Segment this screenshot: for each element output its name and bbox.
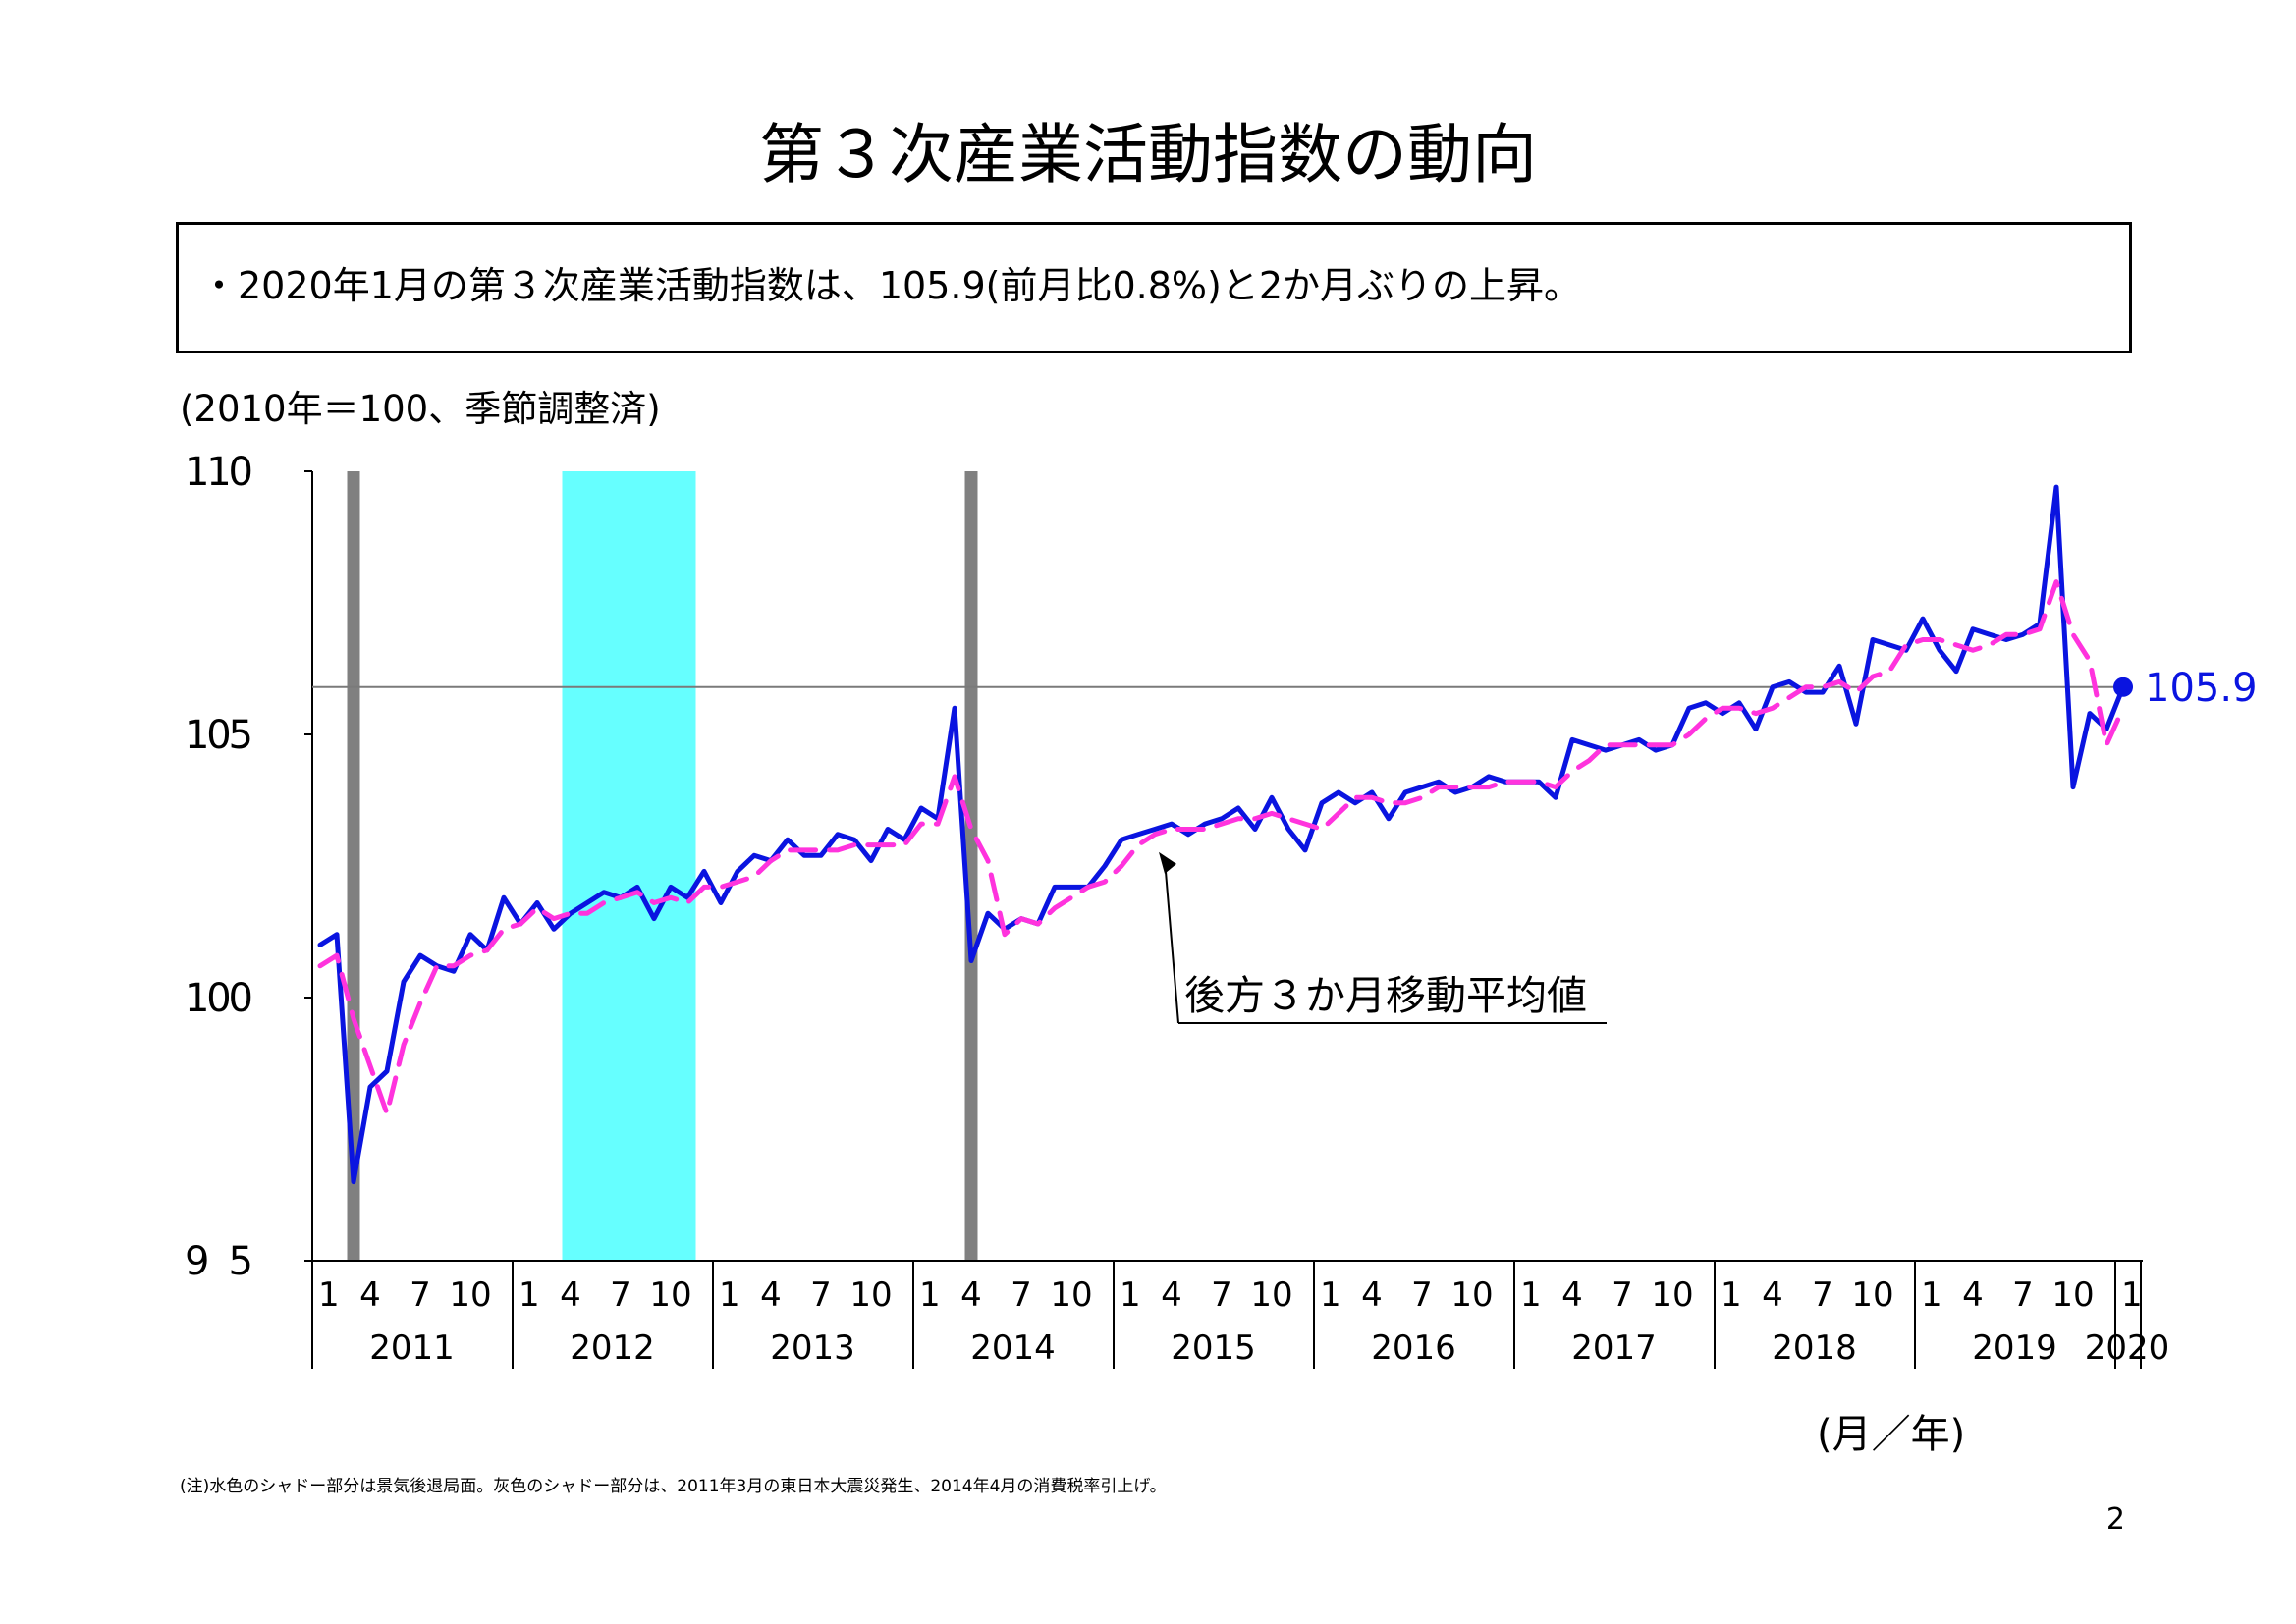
shaded-period-earthquake	[347, 471, 360, 1261]
y-tick-label: 105	[185, 713, 253, 758]
x-tick-label: 7	[610, 1275, 631, 1315]
page-number: 2	[2105, 1502, 2125, 1537]
x-tick-label: 7	[1812, 1275, 1833, 1315]
x-tick-label: 1	[1520, 1275, 1542, 1315]
x-tick-label: 1	[1120, 1275, 1141, 1315]
x-tick-label: 10	[849, 1275, 892, 1315]
x-tick-label: 10	[449, 1275, 491, 1315]
last-value-label: 105.9	[2145, 666, 2258, 711]
x-tick-label: 1	[2121, 1275, 2143, 1315]
x-tick-label: 1	[519, 1275, 540, 1315]
x-tick-label: 10	[1651, 1275, 1693, 1315]
annotation-arrowhead	[1159, 851, 1176, 874]
x-tick-label: 1	[1721, 1275, 1742, 1315]
x-tick-label: 10	[1250, 1275, 1292, 1315]
annotation-label: 後方３か月移動平均値	[1184, 972, 1587, 1019]
x-tick-label: 10	[1050, 1275, 1092, 1315]
unit-note: (2010年＝100、季節調整済)	[180, 388, 661, 430]
x-tick-label: 10	[2051, 1275, 2094, 1315]
year-label: 2012	[570, 1328, 655, 1368]
y-tick-label: 95	[185, 1239, 253, 1284]
x-tick-label: 7	[1411, 1275, 1433, 1315]
x-tick-label: 4	[359, 1275, 381, 1315]
moving-average-series-line	[317, 579, 2126, 1116]
axis-unit-label: (月／年)	[1817, 1412, 1966, 1457]
x-tick-label: 1	[318, 1275, 340, 1315]
footnote: (注)水色のシャドー部分は景気後退局面。灰色のシャドー部分は、2011年3月の東…	[180, 1477, 1167, 1496]
y-tick-label: 100	[185, 976, 253, 1021]
year-label: 2018	[1772, 1328, 1857, 1368]
slide-title: 第３次産業活動指数の動向	[759, 117, 1537, 192]
x-tick-label: 4	[1361, 1275, 1383, 1315]
x-tick-label: 4	[1762, 1275, 1783, 1315]
x-tick-label: 4	[560, 1275, 581, 1315]
annotation-arrow-line	[1164, 859, 1179, 1024]
year-label: 2019	[1972, 1328, 2057, 1368]
x-tick-label: 7	[1011, 1275, 1032, 1315]
shaded-period-tax-increase	[964, 471, 978, 1261]
x-tick-label: 7	[2012, 1275, 2034, 1315]
year-label: 2014	[970, 1328, 1056, 1368]
x-tick-label: 7	[1612, 1275, 1633, 1315]
x-tick-label: 7	[1211, 1275, 1232, 1315]
x-tick-label: 7	[810, 1275, 832, 1315]
x-tick-label: 4	[1561, 1275, 1583, 1315]
x-tick-label: 4	[1962, 1275, 1984, 1315]
y-tick-label: 110	[185, 450, 253, 495]
year-label: 2013	[770, 1328, 855, 1368]
year-label: 2016	[1371, 1328, 1456, 1368]
shaded-period-recession	[562, 471, 696, 1261]
x-tick-label: 10	[1450, 1275, 1493, 1315]
year-label: 2020	[2085, 1328, 2170, 1368]
x-tick-label: 1	[919, 1275, 941, 1315]
last-value-marker	[2113, 677, 2133, 697]
x-tick-label: 1	[1921, 1275, 1942, 1315]
x-tick-label: 7	[410, 1275, 431, 1315]
x-tick-label: 10	[1851, 1275, 1893, 1315]
summary-text: ・2020年1月の第３次産業活動指数は、105.9(前月比0.8%)と2か月ぶり…	[200, 264, 1582, 307]
x-tick-label: 10	[649, 1275, 691, 1315]
x-tick-label: 4	[960, 1275, 982, 1315]
x-tick-label: 4	[760, 1275, 782, 1315]
year-label: 2015	[1171, 1328, 1256, 1368]
year-label: 2017	[1571, 1328, 1657, 1368]
year-label: 2011	[369, 1328, 455, 1368]
x-tick-label: 1	[719, 1275, 740, 1315]
x-tick-label: 1	[1320, 1275, 1341, 1315]
summary-box: ・2020年1月の第３次産業活動指数は、105.9(前月比0.8%)と2か月ぶり…	[176, 222, 2132, 353]
x-tick-label: 4	[1161, 1275, 1182, 1315]
